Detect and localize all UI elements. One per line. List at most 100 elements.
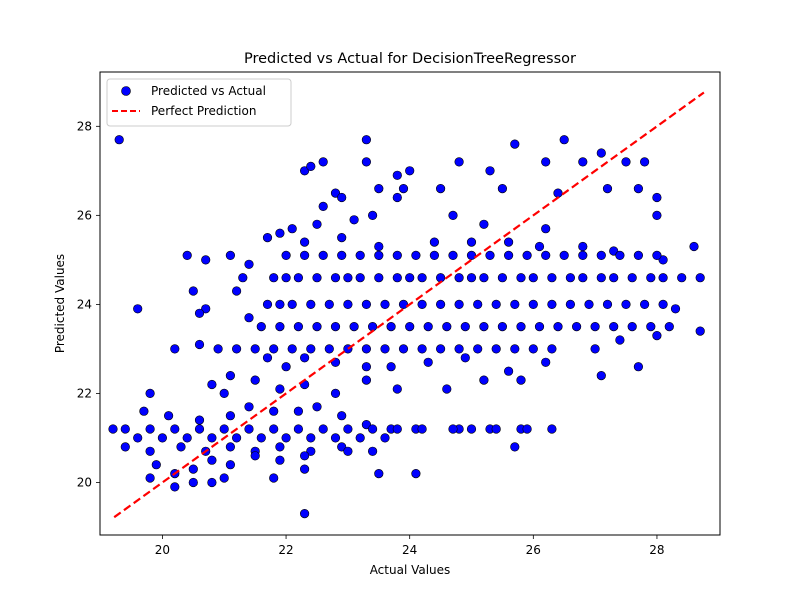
scatter-point (293, 424, 304, 434)
scatter-point (405, 273, 415, 283)
scatter-point (145, 388, 155, 399)
scatter-point (361, 135, 372, 145)
scatter-point (262, 353, 273, 363)
scatter-point (584, 299, 594, 310)
scatter-point (436, 299, 446, 310)
scatter-point (300, 250, 310, 260)
scatter-point (547, 299, 557, 310)
scatter-point (380, 299, 390, 310)
scatter-point (547, 424, 557, 434)
scatter-point (405, 322, 415, 332)
scatter-point (256, 433, 266, 443)
scatter-point (262, 299, 273, 310)
scatter-point (670, 304, 681, 314)
scatter-point (398, 299, 409, 310)
scatter-point (151, 460, 161, 470)
legend-label-line: Perfect Prediction (151, 104, 256, 118)
scatter-point (176, 442, 186, 452)
scatter-point (182, 250, 192, 260)
x-axis-label: Actual Values (370, 563, 451, 577)
scatter-point (343, 273, 353, 283)
scatter-point (417, 344, 427, 354)
scatter-point (652, 250, 662, 260)
scatter-point (466, 424, 477, 434)
legend-marker-points (121, 86, 131, 96)
scatter-point (454, 299, 464, 310)
scatter-point (300, 451, 310, 461)
y-tick-label: 20 (77, 475, 92, 489)
scatter-point (405, 166, 415, 176)
scatter-point (374, 273, 384, 283)
scatter-point (219, 388, 229, 399)
scatter-point (361, 299, 372, 310)
scatter-point (485, 166, 495, 176)
scatter-point (497, 184, 508, 194)
scatter-point (491, 424, 501, 434)
scatter-point (565, 273, 576, 283)
scatter-point (355, 433, 365, 443)
scatter-point (695, 326, 705, 336)
scatter-point (454, 157, 464, 167)
scatter-point (300, 353, 310, 363)
scatter-point (578, 273, 588, 283)
scatter-point (497, 273, 508, 283)
scatter-point (609, 246, 619, 256)
scatter-point (448, 210, 458, 220)
scatter-point (337, 192, 347, 203)
scatter-point (510, 442, 520, 452)
scatter-point (664, 322, 674, 332)
scatter-point (658, 299, 668, 310)
scatter-point (145, 446, 155, 456)
scatter-point (633, 362, 644, 372)
scatter-point (609, 273, 619, 283)
scatter-point (281, 362, 291, 372)
scatter-point (374, 469, 384, 479)
scatter-point (170, 424, 180, 434)
x-tick-label: 22 (278, 543, 293, 557)
scatter-point (225, 411, 235, 421)
scatter-point (139, 406, 149, 416)
scatter-point (460, 353, 470, 363)
scatter-point (368, 322, 378, 332)
scatter-point (318, 201, 328, 211)
scatter-point (658, 273, 668, 283)
scatter-point (374, 184, 384, 194)
scatter-point (244, 424, 254, 434)
scatter-point (269, 473, 279, 483)
scatter-point (380, 433, 390, 443)
scatter-point (337, 442, 347, 452)
scatter-point (417, 273, 427, 283)
scatter-point (398, 344, 409, 354)
scatter-point (293, 273, 304, 283)
scatter-point (114, 135, 124, 145)
scatter-point (330, 388, 341, 399)
scatter-point (287, 224, 297, 234)
scatter-point (534, 322, 545, 332)
legend: Predicted vs Actual Perfect Prediction (106, 78, 292, 127)
scatter-point (479, 219, 489, 229)
scatter-point (368, 446, 378, 456)
scatter-point (219, 424, 229, 434)
scatter-point (466, 250, 477, 260)
scatter-point (466, 237, 477, 247)
axis-ticks: 20 22 24 26 28 20 22 24 26 28 (77, 119, 665, 557)
scatter-point (510, 299, 520, 310)
scatter-point (355, 250, 365, 260)
scatter-point (318, 157, 328, 167)
scatter-point (442, 322, 452, 332)
scatter-point (145, 424, 155, 434)
axes-frame (99, 71, 721, 536)
scatter-point (244, 402, 254, 412)
scatter-point (250, 344, 260, 354)
scatter-point (269, 273, 279, 283)
scatter-point (646, 273, 656, 283)
scatter-point (392, 250, 402, 260)
scatter-point (306, 446, 316, 456)
scatter-point (120, 442, 130, 452)
scatter-point (300, 166, 310, 176)
scatter-point (646, 322, 656, 332)
scatter-point (207, 379, 217, 390)
scatter-point (689, 241, 699, 252)
scatter-point (108, 424, 118, 434)
y-axis-label: Predicted Values (53, 254, 67, 353)
